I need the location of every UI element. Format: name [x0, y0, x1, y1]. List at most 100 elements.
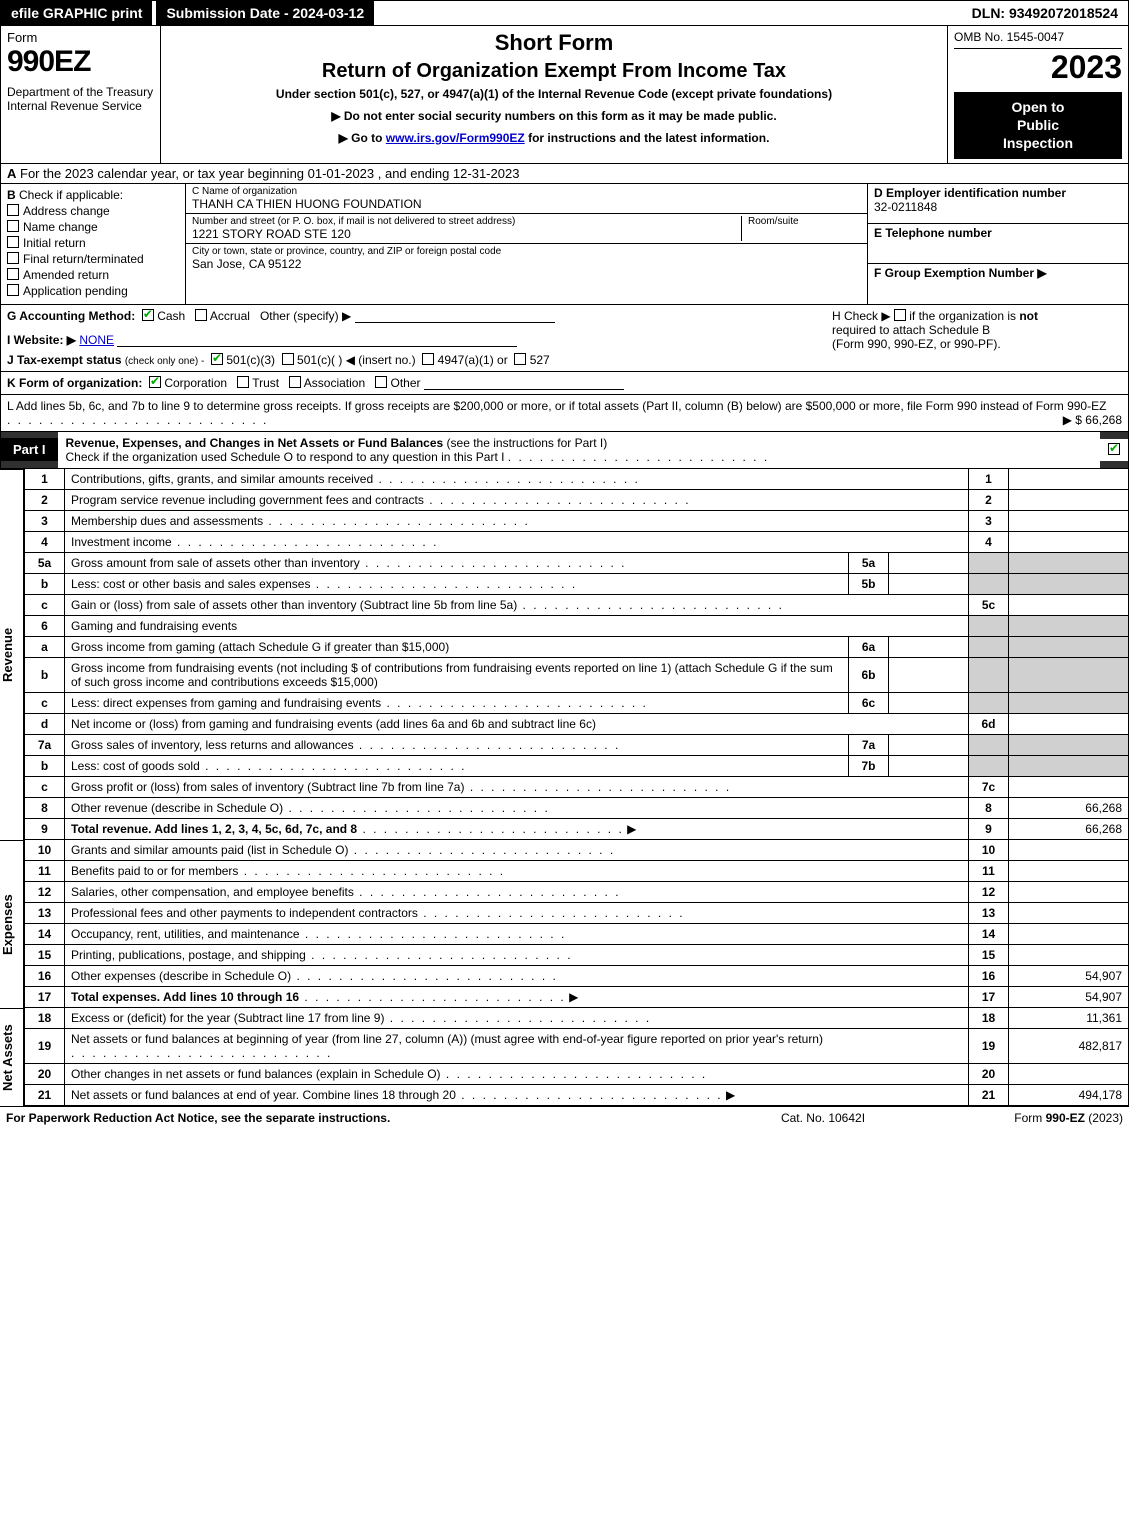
checkbox-application-pending[interactable]: [7, 284, 19, 296]
checkbox-other-org[interactable]: [375, 376, 387, 388]
checkbox-corporation[interactable]: [149, 376, 161, 388]
shade-cell: [969, 552, 1009, 573]
dots-icon: [464, 780, 731, 794]
l6b-subval: [889, 657, 969, 692]
dots-icon: [441, 1067, 708, 1081]
line-17: 17 Total expenses. Add lines 10 through …: [25, 986, 1129, 1007]
revenue-label: Revenue: [0, 469, 24, 840]
other-specify-line: [355, 309, 555, 323]
instr2-pre: ▶ Go to: [339, 131, 386, 145]
h-pre: H Check ▶: [832, 309, 891, 323]
lbl-final-return: Final return/terminated: [23, 252, 144, 266]
accounting-method-row: G Accounting Method: Cash Accrual Other …: [7, 309, 822, 323]
checkbox-501c[interactable]: [282, 353, 294, 365]
checkbox-association[interactable]: [289, 376, 301, 388]
l5c-rnum: 5c: [969, 594, 1009, 615]
irs-link[interactable]: www.irs.gov/Form990EZ: [386, 131, 525, 145]
k-label: K Form of organization:: [7, 376, 142, 390]
l15-rnum: 15: [969, 944, 1009, 965]
dots-icon: [238, 864, 505, 878]
dots-icon: [357, 822, 624, 836]
part-i-tab: Part I: [1, 438, 58, 461]
checkbox-accrual[interactable]: [195, 309, 207, 321]
b-check-if: Check if applicable:: [19, 188, 123, 202]
lbl-amended-return: Amended return: [23, 268, 109, 282]
checkbox-trust[interactable]: [237, 376, 249, 388]
dots-icon: [456, 1088, 723, 1102]
l5b-num: b: [25, 573, 65, 594]
dots-icon: [300, 927, 567, 941]
l5b-subnum: 5b: [849, 573, 889, 594]
l6a-num: a: [25, 636, 65, 657]
l11-desc: Benefits paid to or for members: [71, 864, 238, 878]
dots-icon: [172, 535, 439, 549]
shade-cell: [1009, 657, 1129, 692]
l7b-num: b: [25, 755, 65, 776]
checkbox-name-change[interactable]: [7, 220, 19, 232]
line-14: 14 Occupancy, rent, utilities, and maint…: [25, 923, 1129, 944]
l14-num: 14: [25, 923, 65, 944]
line-8: 8 Other revenue (describe in Schedule O)…: [25, 797, 1129, 818]
expenses-section: Expenses 10 Grants and similar amounts p…: [0, 840, 1129, 1008]
city-value: San Jose, CA 95122: [192, 257, 861, 271]
l5c-desc: Gain or (loss) from sale of assets other…: [71, 598, 517, 612]
line-10: 10 Grants and similar amounts paid (list…: [25, 840, 1129, 861]
checkbox-schedule-o[interactable]: [1108, 443, 1120, 455]
lbl-501c: 501(c)( ) ◀ (insert no.): [297, 353, 416, 367]
city-label: City or town, state or province, country…: [192, 246, 861, 257]
checkbox-amended-return[interactable]: [7, 268, 19, 280]
checkbox-527[interactable]: [514, 353, 526, 365]
checkbox-address-change[interactable]: [7, 204, 19, 216]
room-suite-label: Room/suite: [748, 216, 861, 227]
shade-cell: [969, 657, 1009, 692]
j-sub: (check only one) -: [125, 356, 204, 367]
website-value[interactable]: NONE: [79, 333, 114, 347]
arrow-icon: ▶: [627, 822, 636, 836]
l6c-desc: Less: direct expenses from gaming and fu…: [71, 696, 381, 710]
shade-cell: [1009, 734, 1129, 755]
shade-cell: [1009, 615, 1129, 636]
part-i-checkbox-cell: [1100, 439, 1128, 461]
l14-desc: Occupancy, rent, utilities, and maintena…: [71, 927, 300, 941]
l20-rnum: 20: [969, 1063, 1009, 1084]
net-assets-label: Net Assets: [0, 1008, 24, 1106]
page-footer: For Paperwork Reduction Act Notice, see …: [0, 1106, 1129, 1129]
revenue-section: Revenue 1 Contributions, gifts, grants, …: [0, 469, 1129, 840]
address-value: 1221 STORY ROAD STE 120: [192, 227, 741, 241]
shade-cell: [1009, 692, 1129, 713]
l6a-subnum: 6a: [849, 636, 889, 657]
tax-year: 2023: [954, 49, 1122, 86]
lbl-accrual: Accrual: [210, 309, 250, 323]
checkbox-schedule-b[interactable]: [894, 309, 906, 321]
open-line-3: Inspection: [958, 134, 1118, 152]
other-org-line: [424, 376, 624, 390]
l7a-num: 7a: [25, 734, 65, 755]
checkbox-501c3[interactable]: [211, 353, 223, 365]
checkbox-final-return[interactable]: [7, 252, 19, 264]
checkbox-initial-return[interactable]: [7, 236, 19, 248]
checkbox-cash[interactable]: [142, 309, 154, 321]
footer-mid: Cat. No. 10642I: [723, 1111, 923, 1125]
tax-exempt-row: J Tax-exempt status (check only one) - 5…: [7, 353, 822, 367]
net-assets-table: 18 Excess or (deficit) for the year (Sub…: [24, 1008, 1129, 1106]
l3-rval: [1009, 510, 1129, 531]
dots-icon: [508, 450, 769, 464]
l14-rnum: 14: [969, 923, 1009, 944]
row-a-prefix: A: [7, 166, 16, 181]
l-amount: ▶ $ 66,268: [1063, 413, 1122, 427]
l8-rnum: 8: [969, 797, 1009, 818]
l16-desc: Other expenses (describe in Schedule O): [71, 969, 291, 983]
l1-desc: Contributions, gifts, grants, and simila…: [71, 472, 373, 486]
header-left: Form 990EZ Department of the Treasury In…: [1, 26, 161, 163]
dots-icon: [517, 598, 784, 612]
l1-num: 1: [25, 469, 65, 490]
group-exemption-label: F Group Exemption Number ▶: [874, 266, 1122, 280]
checkbox-4947a1[interactable]: [422, 353, 434, 365]
form-number: 990EZ: [7, 45, 154, 79]
short-form-title: Short Form: [171, 30, 937, 56]
l18-num: 18: [25, 1008, 65, 1029]
l12-rnum: 12: [969, 881, 1009, 902]
l17-rval: 54,907: [1009, 986, 1129, 1007]
top-bar: efile GRAPHIC print Submission Date - 20…: [0, 0, 1129, 26]
lbl-trust: Trust: [252, 376, 279, 390]
